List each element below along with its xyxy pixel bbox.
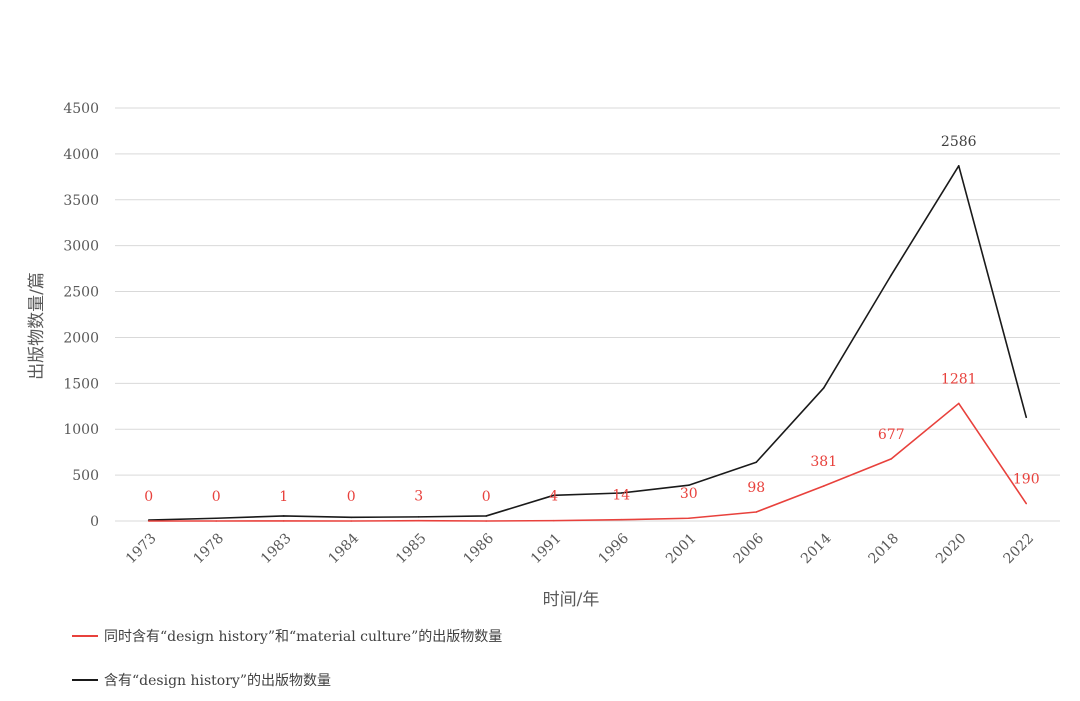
data-label: 1	[279, 489, 288, 505]
data-label: 0	[482, 489, 491, 505]
data-label: 2586	[941, 134, 977, 150]
x-tick-label: 1991	[528, 531, 565, 568]
y-tick-label: 3500	[63, 193, 99, 209]
x-tick-label: 2018	[866, 531, 903, 568]
data-point	[957, 165, 960, 167]
x-tick-label: 1984	[326, 530, 363, 567]
y-tick-label: 2500	[63, 285, 99, 301]
gridlines	[115, 107, 1060, 522]
data-label: 1281	[941, 371, 977, 387]
x-tick-label: 1978	[191, 531, 228, 568]
y-tick-label: 0	[90, 514, 99, 530]
data-point	[755, 461, 758, 464]
data-point	[620, 492, 623, 494]
data-point	[485, 515, 488, 517]
data-label: 98	[747, 480, 765, 496]
data-point	[687, 484, 690, 487]
data-point	[957, 402, 960, 405]
data-label: 0	[212, 489, 221, 505]
data-point	[890, 458, 893, 460]
legend-label-black: 含有“design history”的出版物数量	[104, 673, 331, 689]
y-tick-label: 2000	[63, 330, 99, 346]
data-point	[1025, 502, 1028, 505]
data-point	[822, 387, 825, 389]
y-axis-ticks: 0 500 1000 1500 2000 2500 3000 3500 4000 4500	[63, 101, 99, 530]
data-label: 677	[878, 427, 905, 443]
x-tick-label: 2006	[731, 530, 768, 567]
x-tick-label: 1983	[258, 531, 295, 568]
data-point	[755, 511, 758, 513]
data-point	[215, 517, 218, 520]
legend-swatch-red	[72, 635, 98, 637]
x-tick-label: 1986	[461, 530, 498, 567]
y-tick-label: 3000	[63, 239, 99, 255]
data-label: 30	[680, 486, 698, 502]
data-point	[282, 520, 285, 522]
data-point	[687, 517, 690, 520]
data-point	[552, 519, 555, 522]
y-tick-label: 1500	[63, 376, 99, 392]
x-tick-label: 2020	[933, 531, 970, 568]
x-tick-label: 1973	[123, 531, 160, 568]
data-point	[417, 519, 420, 522]
data-point	[485, 520, 488, 522]
data-point	[350, 516, 353, 519]
data-point	[620, 518, 623, 521]
data-point	[822, 485, 825, 487]
y-tick-label: 4500	[63, 101, 99, 117]
data-point	[1025, 416, 1028, 419]
legend-item-red: 同时含有“design history”和“material culture”的…	[72, 626, 502, 646]
y-tick-label: 1000	[63, 422, 99, 438]
series-lines	[147, 165, 1028, 522]
data-point	[552, 494, 555, 497]
y-tick-label: 4000	[63, 147, 99, 163]
x-tick-label: 1996	[596, 530, 633, 567]
data-point	[350, 520, 353, 522]
data-point	[417, 516, 420, 518]
x-tick-label: 2014	[798, 530, 835, 567]
x-tick-label: 2022	[1001, 531, 1038, 568]
y-axis-label: 出版物数量/篇	[27, 272, 47, 380]
x-tick-label: 1985	[393, 531, 430, 568]
data-label: 381	[810, 454, 837, 470]
data-label: 3	[414, 489, 423, 505]
legend-swatch-black	[72, 679, 98, 681]
data-label: 4	[549, 489, 558, 505]
data-point	[282, 515, 285, 517]
series-line-red	[148, 402, 1027, 522]
x-axis-ticks: 1973 1978 1983 1984 1985 1986 1991 1996 2001 2006…	[123, 530, 1037, 567]
data-point	[890, 274, 893, 276]
data-label: 14	[612, 488, 630, 504]
data-label: 0	[144, 489, 153, 505]
legend-item-black: 含有“design history”的出版物数量	[72, 670, 331, 690]
x-tick-label: 2001	[663, 531, 700, 568]
legend-label-red: 同时含有“design history”和“material culture”的…	[104, 629, 503, 645]
data-point	[215, 520, 218, 522]
data-point	[147, 520, 150, 522]
series-line-black	[148, 165, 1028, 521]
y-tick-label: 500	[72, 468, 99, 484]
data-label: 190	[1013, 472, 1040, 488]
x-axis-label: 时间/年	[543, 590, 600, 610]
data-label: 0	[347, 489, 356, 505]
